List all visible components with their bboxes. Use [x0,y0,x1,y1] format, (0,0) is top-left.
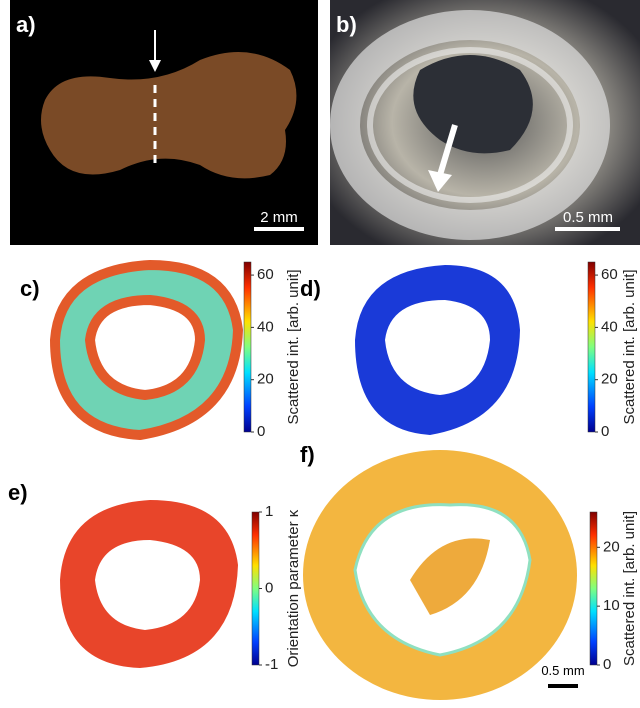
colorbar-tick-label: 0 [601,423,609,440]
colorbar-tick-label: 0 [257,423,265,440]
colorbar-tick-label: 1 [265,503,273,520]
map-c [55,265,238,435]
panel-b: 0.5 mm b) [330,0,640,245]
panel-label: c) [20,276,40,301]
colorbar-tick-label: 40 [257,318,274,335]
panel-a: 2 mm a) [10,0,318,245]
figure: 2 mm a) 0.5 mm b) 0.5 mm c) d) e) f) 0 20… [0,0,640,708]
map-e [60,500,238,668]
scale-text: 2 mm [260,209,298,226]
colorbar-label: Scattered int. [arb. unit] [621,269,638,424]
colorbar-tick-label: 60 [257,266,274,283]
colorbar-tick-label: 40 [601,318,618,335]
colorbar-tick-label: 0 [603,656,611,673]
colorbar-tick-label: 60 [601,266,618,283]
colorbar-label: Scattered int. [arb. unit] [285,269,302,424]
panel-label: e) [8,480,28,505]
panel-label: f) [300,442,315,467]
colorbar-tick-label: -1 [265,656,278,673]
colorbar-label: Scattered int. [arb. unit] [621,511,638,666]
map-d [355,265,520,435]
scale-text: 0.5 mm [563,209,613,226]
colorbar [244,262,251,432]
colorbar-tick-label: 20 [603,538,620,555]
panel-label: d) [300,276,321,301]
colorbar-tick-label: 20 [257,371,274,388]
colorbar-tick-label: 0 [265,579,273,596]
colorbar-tick-label: 20 [601,371,618,388]
panel-label: a) [16,12,36,37]
panel-label: b) [336,12,357,37]
colorbar [252,512,259,665]
scale-text: 0.5 mm [541,663,584,678]
colorbar-tick-label: 10 [603,597,620,614]
colorbar [588,262,595,432]
colorbar-label: Orientation parameter κ [285,509,302,667]
colorbar [590,512,597,665]
